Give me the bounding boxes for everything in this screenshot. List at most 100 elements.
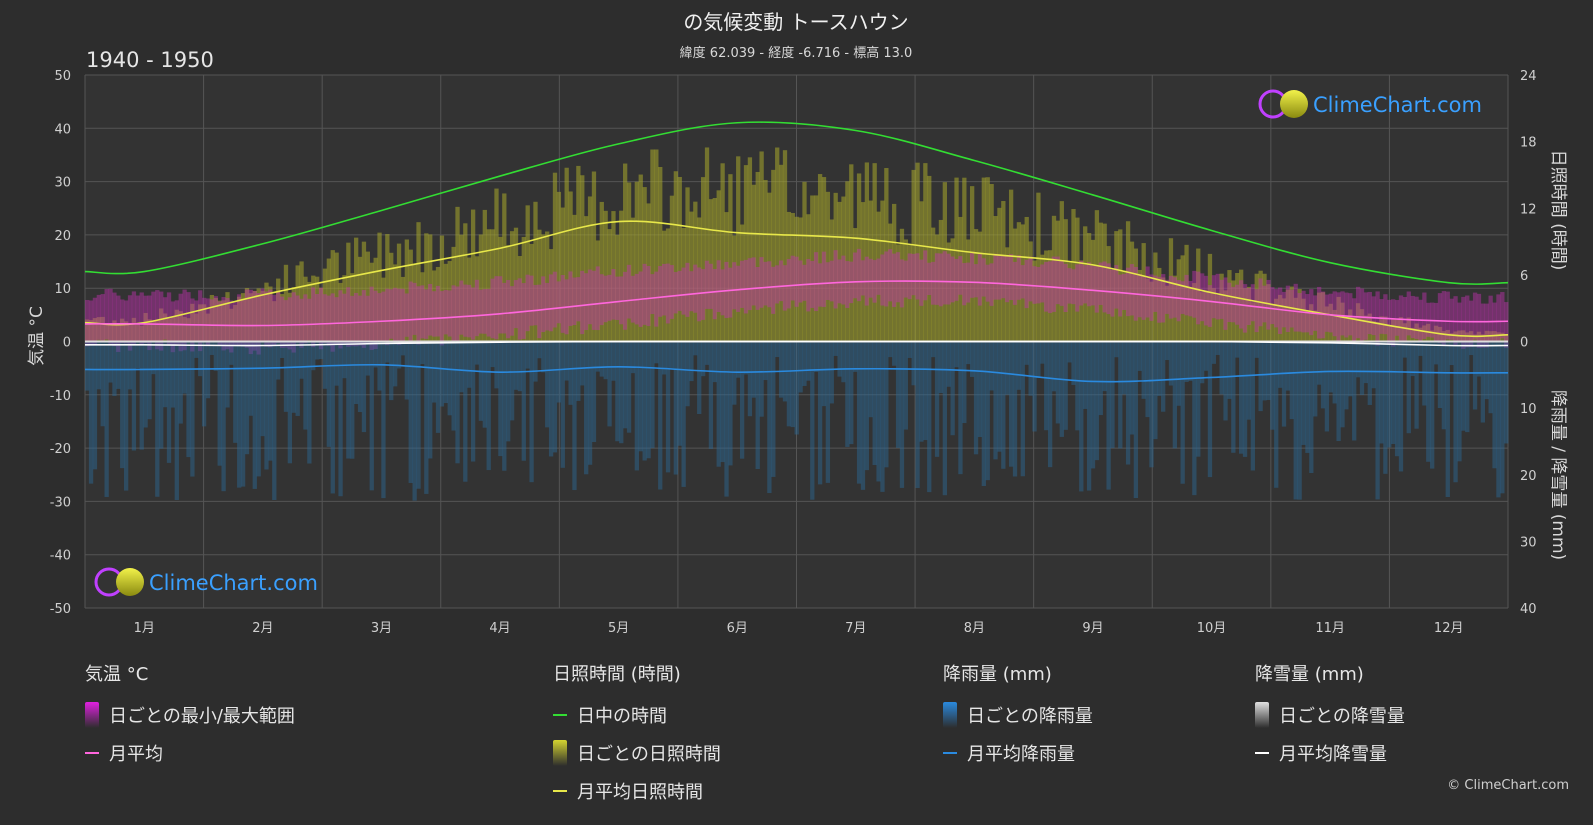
daily-rain-bar — [985, 341, 990, 481]
daily-temp-bar — [1484, 303, 1489, 348]
daily-rain-bar — [1262, 341, 1267, 401]
daily-rain-bar — [1328, 341, 1333, 393]
daily-temp-bar — [853, 252, 858, 299]
daily-sun-bar — [303, 276, 308, 342]
daily-rain-bar — [755, 341, 760, 470]
daily-sun-bar — [942, 182, 947, 342]
daily-rain-bar — [806, 341, 811, 381]
daily-temp-bar — [1262, 285, 1267, 323]
daily-rain-bar — [903, 341, 909, 430]
daily-sun-bar — [977, 231, 983, 342]
daily-rain-bar — [962, 341, 967, 424]
daily-sun-bar — [439, 235, 445, 342]
daily-sun-bar — [1024, 216, 1029, 342]
daily-temp-bar — [615, 276, 620, 320]
daily-rain-bar — [1001, 341, 1006, 469]
daily-rain-bar — [693, 341, 698, 356]
daily-temp-bar — [338, 290, 343, 349]
daily-sun-bar — [506, 245, 511, 342]
daily-rain-bar — [689, 341, 694, 382]
daily-sun-bar — [1196, 248, 1201, 342]
series-line-月平均降雪量 — [84, 340, 1509, 347]
daily-rain-bar — [541, 341, 546, 373]
x-tick-label: 6月 — [727, 621, 748, 636]
daily-sun-bar — [186, 318, 191, 342]
daily-rain-bar — [268, 341, 273, 461]
daily-rain-bar — [467, 341, 472, 388]
daily-sun-bar — [1044, 250, 1049, 342]
daily-sun-bar — [1301, 298, 1306, 342]
daily-rain-bar — [786, 341, 792, 427]
daily-rain-bar — [1102, 341, 1107, 392]
daily-sun-bar — [470, 209, 476, 342]
daily-sun-bar — [291, 287, 296, 342]
daily-temp-bar — [151, 291, 156, 343]
daily-sun-bar — [112, 320, 117, 342]
daily-sun-bar — [463, 223, 468, 342]
daily-sun-bar — [221, 300, 226, 342]
daily-sun-bar — [1118, 229, 1123, 342]
daily-temp-bar — [782, 265, 788, 311]
daily-sun-bar — [170, 316, 176, 342]
daily-sun-bar — [295, 265, 300, 342]
daily-temp-bar — [681, 267, 686, 315]
daily-rain-bar — [1430, 341, 1435, 469]
daily-sun-bar — [552, 172, 558, 342]
daily-rain-bar — [517, 341, 523, 392]
daily-temp-bar — [661, 263, 667, 316]
daily-sun-bar — [1394, 318, 1400, 342]
daily-temp-bar — [1488, 295, 1493, 342]
daily-sun-bar — [1157, 267, 1162, 342]
daily-rain-bar — [899, 341, 905, 488]
daily-rain-bar — [931, 341, 936, 358]
daily-sun-bar — [498, 236, 503, 342]
series-line-月平均 — [84, 280, 1509, 327]
daily-sun-bar — [751, 184, 756, 342]
daily-sun-bar — [1242, 288, 1248, 342]
daily-sun-bar — [435, 266, 441, 342]
daily-rain-bar — [112, 341, 117, 396]
daily-sun-bar — [396, 243, 402, 342]
daily-rain-bar — [233, 341, 238, 443]
daily-sun-bar — [237, 296, 242, 342]
daily-rain-bar — [1118, 341, 1123, 449]
legend-group: 気温 °C 日ごとの最小/最大範囲 月平均 — [85, 660, 295, 772]
legend-group-title: 降雨量 (mm) — [943, 664, 1052, 685]
daily-temp-bar — [166, 292, 172, 345]
daily-sun-bar — [178, 311, 183, 342]
logo-sun-icon — [116, 568, 144, 596]
daily-sun-bar — [1465, 332, 1470, 342]
daily-temp-bar — [712, 268, 717, 320]
daily-sun-bar — [580, 175, 585, 342]
daily-sun-bar — [1500, 332, 1505, 342]
daily-rain-bar — [439, 341, 445, 407]
daily-temp-bar — [443, 290, 448, 335]
daily-rain-bar — [1383, 341, 1388, 474]
daily-sun-bar — [806, 214, 811, 342]
daily-sun-bar — [287, 292, 293, 342]
daily-sun-bar — [615, 234, 620, 342]
daily-rain-bar — [739, 341, 745, 459]
daily-temp-bar — [198, 290, 203, 352]
daily-rain-bar — [217, 341, 222, 466]
daily-rain-bar — [837, 341, 842, 377]
daily-temp-bar — [276, 291, 281, 344]
daily-sun-bar — [1274, 298, 1279, 342]
x-tick-label: 1月 — [134, 621, 155, 636]
daily-rain-bar — [1379, 341, 1384, 444]
daily-rain-bar — [151, 341, 156, 375]
daily-rain-bar — [1285, 341, 1291, 391]
daily-temp-bar — [977, 253, 983, 306]
daily-temp-bar — [424, 289, 429, 339]
daily-temp-bar — [1059, 260, 1064, 306]
daily-sun-bar — [931, 227, 936, 342]
daily-temp-bar — [595, 266, 601, 331]
daily-rain-bar — [424, 341, 429, 494]
daily-sun-bar — [884, 168, 889, 342]
daily-rain-bar — [1122, 341, 1127, 395]
x-tick-label: 7月 — [845, 621, 866, 636]
daily-rain-bar — [1098, 341, 1103, 416]
daily-sun-bar — [1098, 222, 1103, 342]
daily-rain-bar — [509, 341, 515, 421]
daily-rain-bar — [1355, 341, 1361, 378]
